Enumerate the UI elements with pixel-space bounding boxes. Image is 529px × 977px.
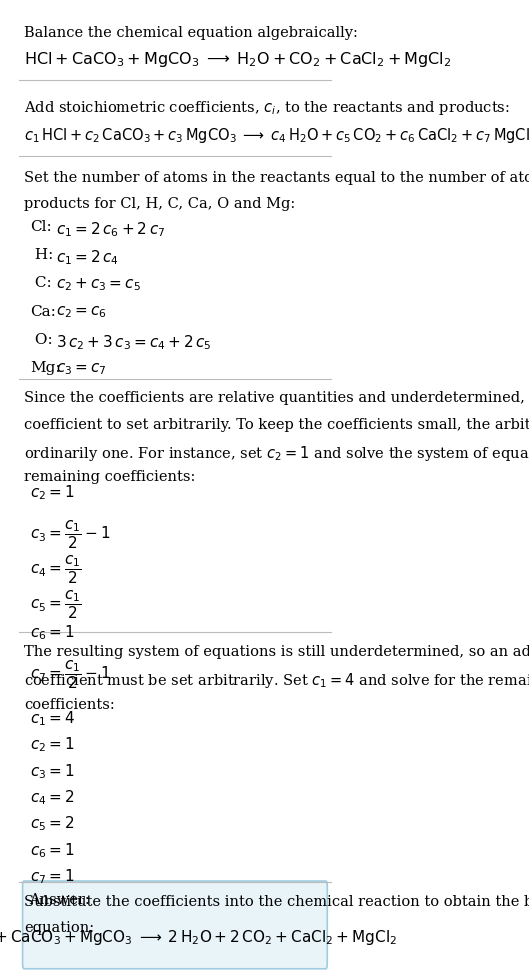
Text: $3\,c_2 + 3\,c_3 = c_4 + 2\,c_5$: $3\,c_2 + 3\,c_3 = c_4 + 2\,c_5$ <box>56 332 212 352</box>
Text: equation:: equation: <box>24 920 94 934</box>
Text: products for Cl, H, C, Ca, O and Mg:: products for Cl, H, C, Ca, O and Mg: <box>24 197 295 211</box>
Text: $c_1 = 2\,c_6 + 2\,c_7$: $c_1 = 2\,c_6 + 2\,c_7$ <box>56 220 166 238</box>
Text: $c_4 = 2$: $c_4 = 2$ <box>30 787 75 806</box>
Text: $c_1 = 4$: $c_1 = 4$ <box>30 708 76 727</box>
Text: $c_7 = 1$: $c_7 = 1$ <box>30 867 75 885</box>
Text: $c_2 + c_3 = c_5$: $c_2 + c_3 = c_5$ <box>56 276 141 293</box>
FancyBboxPatch shape <box>23 881 327 969</box>
Text: $c_2 = 1$: $c_2 = 1$ <box>30 735 75 753</box>
Text: $\mathrm{HCl + CaCO_3 + MgCO_3 \;\longrightarrow\; H_2O + CO_2 + CaCl_2 + MgCl_2: $\mathrm{HCl + CaCO_3 + MgCO_3 \;\longri… <box>24 50 452 69</box>
Text: The resulting system of equations is still underdetermined, so an additional: The resulting system of equations is sti… <box>24 645 529 658</box>
Text: Answer:: Answer: <box>29 892 89 906</box>
Text: Set the number of atoms in the reactants equal to the number of atoms in the: Set the number of atoms in the reactants… <box>24 171 529 185</box>
Text: Mg:: Mg: <box>30 361 61 375</box>
Text: Cl:: Cl: <box>30 220 52 234</box>
Text: Since the coefficients are relative quantities and underdetermined, choose a: Since the coefficients are relative quan… <box>24 391 529 405</box>
Text: $c_3 = \dfrac{c_1}{2} - 1$: $c_3 = \dfrac{c_1}{2} - 1$ <box>30 518 111 550</box>
Text: Balance the chemical equation algebraically:: Balance the chemical equation algebraica… <box>24 25 358 40</box>
Text: $c_3 = c_7$: $c_3 = c_7$ <box>56 361 107 376</box>
Text: coefficients:: coefficients: <box>24 697 115 711</box>
Text: ordinarily one. For instance, set $c_2 = 1$ and solve the system of equations fo: ordinarily one. For instance, set $c_2 =… <box>24 444 529 463</box>
Text: coefficient to set arbitrarily. To keep the coefficients small, the arbitrary va: coefficient to set arbitrarily. To keep … <box>24 417 529 432</box>
Text: $c_4 = \dfrac{c_1}{2}$: $c_4 = \dfrac{c_1}{2}$ <box>30 553 83 585</box>
Text: Substitute the coefficients into the chemical reaction to obtain the balanced: Substitute the coefficients into the che… <box>24 894 529 908</box>
Text: coefficient must be set arbitrarily. Set $c_1 = 4$ and solve for the remaining: coefficient must be set arbitrarily. Set… <box>24 670 529 690</box>
Text: $c_5 = 2$: $c_5 = 2$ <box>30 814 75 832</box>
Text: $c_6 = 1$: $c_6 = 1$ <box>30 840 75 859</box>
Text: $c_2 = 1$: $c_2 = 1$ <box>30 483 75 501</box>
Text: $4\,\mathrm{HCl + CaCO_3 + MgCO_3} \;\longrightarrow\; 2\,\mathrm{H_2O} + 2\,\ma: $4\,\mathrm{HCl + CaCO_3 + MgCO_3} \;\lo… <box>0 927 397 946</box>
Text: C:: C: <box>30 276 52 290</box>
Text: remaining coefficients:: remaining coefficients: <box>24 470 196 484</box>
Text: O:: O: <box>30 332 53 347</box>
Text: $c_3 = 1$: $c_3 = 1$ <box>30 761 75 780</box>
Text: H:: H: <box>30 248 54 262</box>
Text: $c_6 = 1$: $c_6 = 1$ <box>30 623 75 642</box>
Text: $c_1\,\mathrm{HCl} + c_2\,\mathrm{CaCO_3} + c_3\,\mathrm{MgCO_3} \;\longrightarr: $c_1\,\mathrm{HCl} + c_2\,\mathrm{CaCO_3… <box>24 126 529 145</box>
Text: $c_1 = 2\,c_4$: $c_1 = 2\,c_4$ <box>56 248 119 267</box>
Text: Ca:: Ca: <box>30 305 56 319</box>
Text: $c_5 = \dfrac{c_1}{2}$: $c_5 = \dfrac{c_1}{2}$ <box>30 588 83 620</box>
Text: Add stoichiometric coefficients, $c_i$, to the reactants and products:: Add stoichiometric coefficients, $c_i$, … <box>24 99 510 117</box>
Text: $c_2 = c_6$: $c_2 = c_6$ <box>56 305 107 320</box>
Text: $c_7 = \dfrac{c_1}{2} - 1$: $c_7 = \dfrac{c_1}{2} - 1$ <box>30 658 111 691</box>
